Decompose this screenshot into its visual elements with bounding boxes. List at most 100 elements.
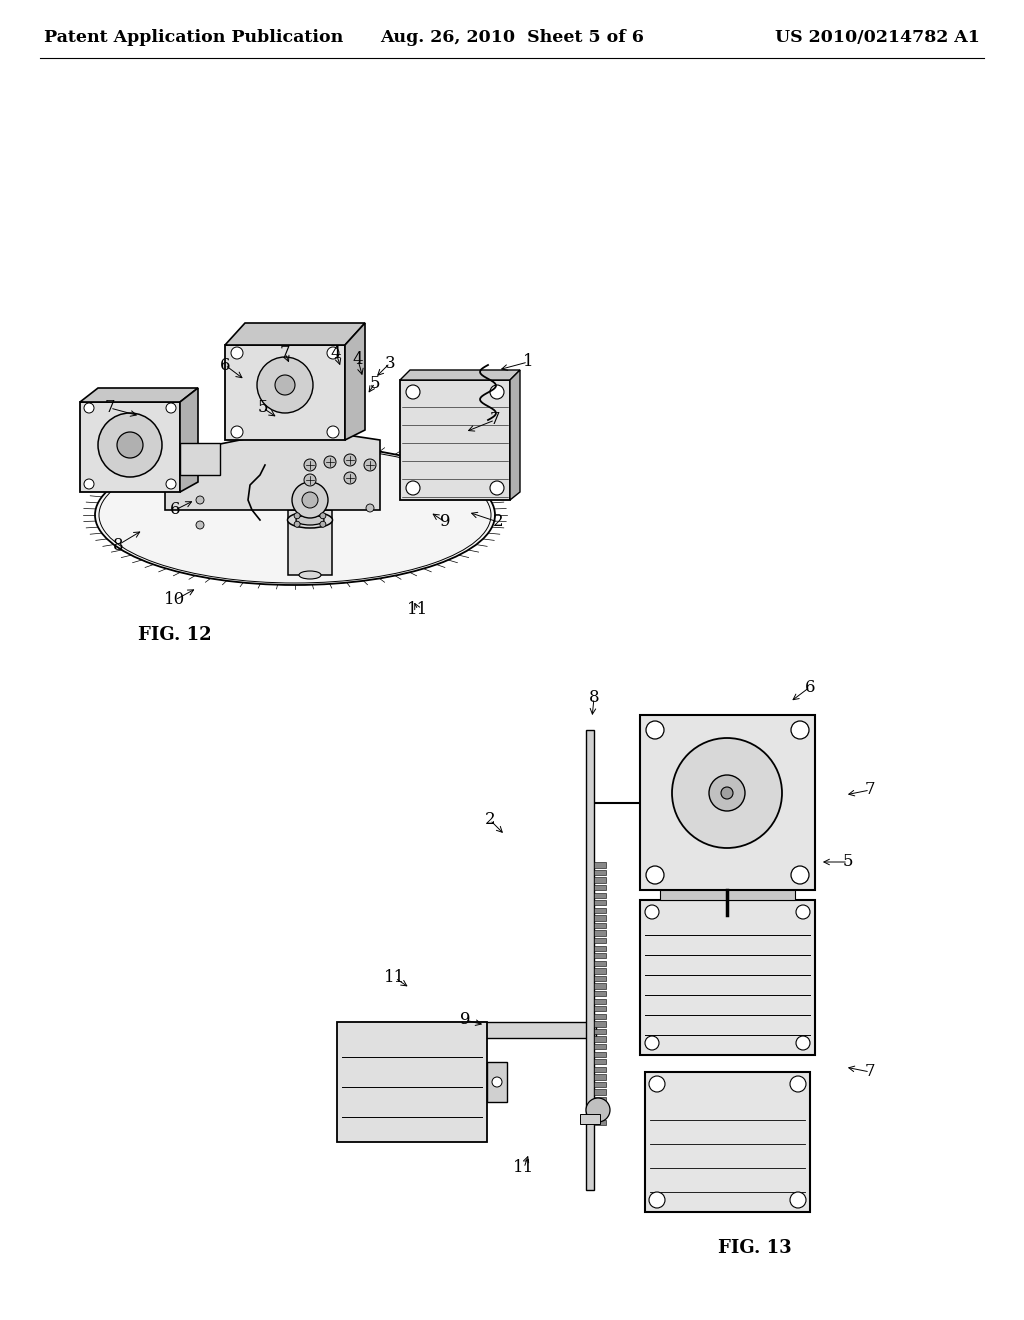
Circle shape	[406, 385, 420, 399]
Bar	[594, 961, 606, 966]
Circle shape	[364, 459, 376, 471]
Circle shape	[646, 866, 664, 884]
Bar	[594, 878, 606, 883]
Bar	[660, 890, 795, 900]
Bar	[594, 1044, 606, 1049]
Text: 6: 6	[170, 502, 180, 519]
Circle shape	[790, 1192, 806, 1208]
Text: 11: 11	[384, 969, 406, 986]
Ellipse shape	[296, 515, 324, 525]
Circle shape	[319, 512, 326, 519]
Bar	[594, 915, 606, 920]
Circle shape	[327, 426, 339, 438]
Circle shape	[304, 459, 316, 471]
Circle shape	[294, 512, 300, 519]
Circle shape	[98, 413, 162, 477]
Text: 9: 9	[439, 513, 451, 531]
Bar	[594, 1067, 606, 1072]
Circle shape	[645, 1036, 659, 1049]
Text: Aug. 26, 2010  Sheet 5 of 6: Aug. 26, 2010 Sheet 5 of 6	[380, 29, 644, 46]
Circle shape	[257, 356, 313, 413]
Circle shape	[231, 347, 243, 359]
Bar	[594, 1006, 606, 1011]
Text: 7: 7	[280, 345, 291, 362]
Bar	[594, 1022, 606, 1027]
Ellipse shape	[299, 506, 321, 513]
Bar	[594, 983, 606, 989]
Bar	[594, 900, 606, 906]
Bar	[594, 945, 606, 950]
Circle shape	[366, 504, 374, 512]
Circle shape	[231, 426, 243, 438]
Polygon shape	[80, 388, 198, 403]
Bar	[594, 1028, 606, 1034]
Circle shape	[645, 906, 659, 919]
Polygon shape	[225, 323, 365, 345]
Circle shape	[292, 482, 328, 517]
Polygon shape	[180, 388, 198, 492]
Bar	[594, 975, 606, 981]
Circle shape	[196, 496, 204, 504]
Bar	[180, 444, 220, 475]
Bar	[594, 1052, 606, 1057]
Bar	[337, 1022, 487, 1142]
Bar	[594, 892, 606, 898]
Ellipse shape	[299, 572, 321, 579]
Circle shape	[166, 403, 176, 413]
Bar	[594, 1089, 606, 1094]
Bar	[594, 953, 606, 958]
Polygon shape	[510, 370, 520, 500]
Bar	[640, 715, 815, 890]
Bar	[594, 1074, 606, 1080]
Bar	[594, 923, 606, 928]
Bar	[594, 1036, 606, 1041]
Bar	[594, 1119, 606, 1125]
Bar	[640, 900, 815, 1055]
Text: 11: 11	[408, 602, 429, 619]
Bar	[594, 870, 606, 875]
Bar	[594, 931, 606, 936]
Text: 2: 2	[493, 513, 504, 531]
Bar	[594, 862, 606, 867]
Circle shape	[649, 1076, 665, 1092]
Text: 7: 7	[104, 400, 116, 417]
Polygon shape	[400, 370, 520, 380]
Bar	[594, 1059, 606, 1064]
Circle shape	[649, 1192, 665, 1208]
Circle shape	[324, 455, 336, 469]
Bar	[594, 1113, 606, 1118]
Text: 3: 3	[385, 355, 395, 371]
Circle shape	[672, 738, 782, 847]
Bar	[80, 403, 180, 492]
Circle shape	[117, 432, 143, 458]
Circle shape	[796, 1036, 810, 1049]
Bar	[594, 1082, 606, 1088]
Circle shape	[302, 492, 318, 508]
Text: 10: 10	[165, 591, 185, 609]
Bar	[645, 1072, 810, 1212]
Bar	[594, 969, 606, 974]
Polygon shape	[165, 428, 380, 510]
Bar	[594, 939, 606, 944]
Circle shape	[327, 347, 339, 359]
Text: 1: 1	[522, 354, 534, 371]
Bar	[586, 730, 594, 1191]
Text: 7: 7	[864, 781, 876, 799]
Circle shape	[196, 521, 204, 529]
Text: 2: 2	[484, 812, 496, 829]
Text: 5: 5	[843, 854, 853, 870]
Text: 4: 4	[331, 345, 341, 362]
Bar	[594, 1014, 606, 1019]
Circle shape	[791, 721, 809, 739]
Text: FIG. 13: FIG. 13	[718, 1239, 792, 1257]
Text: US 2010/0214782 A1: US 2010/0214782 A1	[775, 29, 980, 46]
Text: 7: 7	[864, 1064, 876, 1081]
Circle shape	[791, 866, 809, 884]
Circle shape	[166, 479, 176, 488]
Bar	[594, 884, 606, 890]
Bar	[594, 908, 606, 913]
Text: 8: 8	[113, 536, 123, 553]
Bar	[360, 1022, 596, 1038]
Text: FIG. 12: FIG. 12	[138, 626, 212, 644]
Circle shape	[344, 454, 356, 466]
